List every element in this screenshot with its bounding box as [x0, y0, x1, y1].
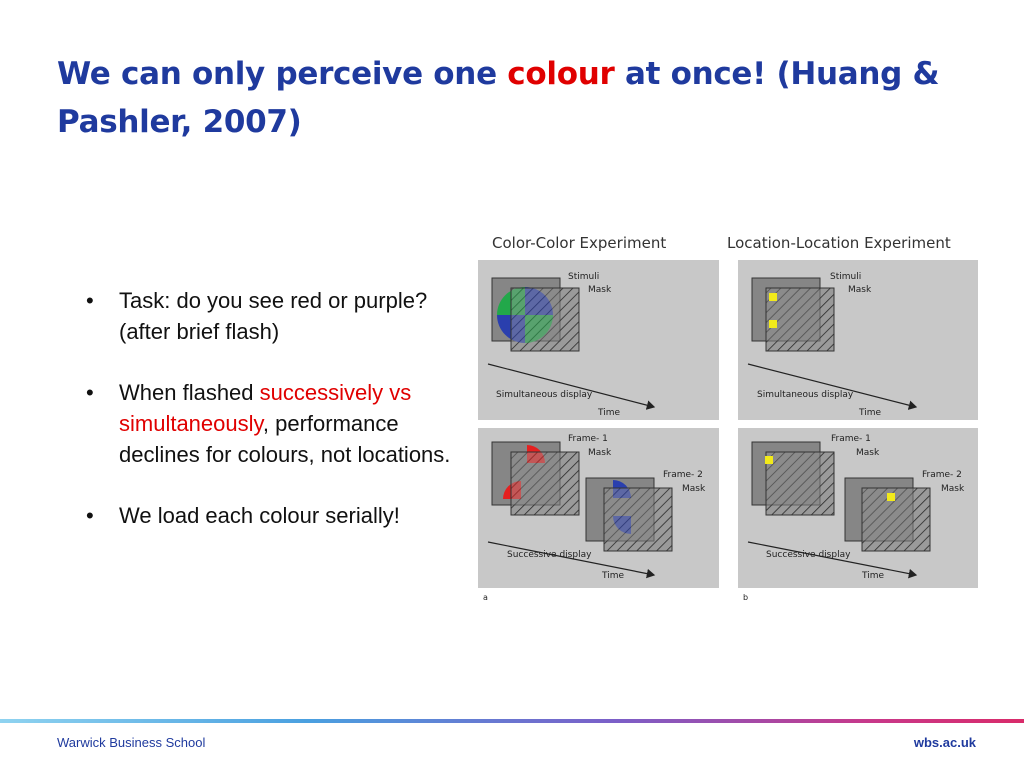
- svg-text:Frame- 2: Frame- 2: [663, 470, 703, 480]
- svg-text:Mask: Mask: [588, 448, 612, 458]
- bullet-serial: We load each colour serially!: [84, 500, 464, 531]
- svg-text:Mask: Mask: [941, 484, 965, 494]
- heading-location-experiment: Location-Location Experiment: [727, 234, 951, 252]
- svg-text:Successive display: Successive display: [766, 550, 851, 560]
- svg-text:Time: Time: [858, 408, 881, 418]
- svg-text:Simultaneous display: Simultaneous display: [757, 390, 854, 400]
- svg-text:Frame- 1: Frame- 1: [568, 434, 608, 444]
- svg-text:Stimuli: Stimuli: [830, 272, 861, 282]
- footer-school: Warwick Business School: [57, 735, 206, 750]
- panel-color-successive: Frame- 1 Mask Frame- 2 Mask Successive d…: [478, 428, 719, 588]
- footer-bar: [0, 719, 1024, 723]
- label-a: a: [483, 593, 488, 602]
- svg-text:Stimuli: Stimuli: [568, 272, 599, 282]
- svg-text:Time: Time: [597, 408, 620, 418]
- yellow-square-top: [769, 293, 777, 301]
- svg-text:Successive display: Successive display: [507, 550, 592, 560]
- panel-location-successive: Frame- 1 Mask Frame- 2 Mask Successive d…: [738, 428, 978, 588]
- yellow-square-frame2: [887, 493, 895, 501]
- yellow-square-frame1: [765, 456, 773, 464]
- svg-text:Simultaneous display: Simultaneous display: [496, 390, 593, 400]
- title-text: We can only perceive one: [57, 56, 508, 92]
- panel-color-simultaneous: Stimuli Mask Simultaneous display Time: [478, 260, 719, 420]
- svg-text:Frame- 2: Frame- 2: [922, 470, 962, 480]
- experiment-diagram: Color-Color Experiment Location-Location…: [478, 234, 978, 602]
- heading-color-experiment: Color-Color Experiment: [492, 234, 666, 252]
- bullet-highlight: successively vs simultaneously: [119, 380, 412, 436]
- bullet-flash: When flashed successively vs simultaneou…: [84, 377, 464, 470]
- slide-title: We can only perceive one colour at once!…: [57, 50, 957, 146]
- svg-text:Time: Time: [861, 571, 884, 581]
- experiment-figure: Color-Color Experiment Location-Location…: [476, 226, 1006, 606]
- label-b: b: [743, 593, 748, 602]
- svg-text:Mask: Mask: [856, 448, 880, 458]
- bullet-task: Task: do you see red or purple? (after b…: [84, 285, 464, 347]
- footer-website[interactable]: wbs.ac.uk: [913, 735, 976, 750]
- yellow-square-bottom: [769, 320, 777, 328]
- svg-text:Mask: Mask: [848, 285, 872, 295]
- svg-text:Frame- 1: Frame- 1: [831, 434, 871, 444]
- svg-text:Mask: Mask: [588, 285, 612, 295]
- panel-location-simultaneous: Stimuli Mask Simultaneous display Time: [738, 260, 978, 420]
- bullet-list: Task: do you see red or purple? (after b…: [84, 285, 464, 561]
- title-text-end: at once! (Huang & Pashler, 2007): [57, 56, 940, 140]
- title-highlight: colour: [507, 56, 615, 92]
- svg-text:Time: Time: [601, 571, 624, 581]
- svg-text:Mask: Mask: [682, 484, 706, 494]
